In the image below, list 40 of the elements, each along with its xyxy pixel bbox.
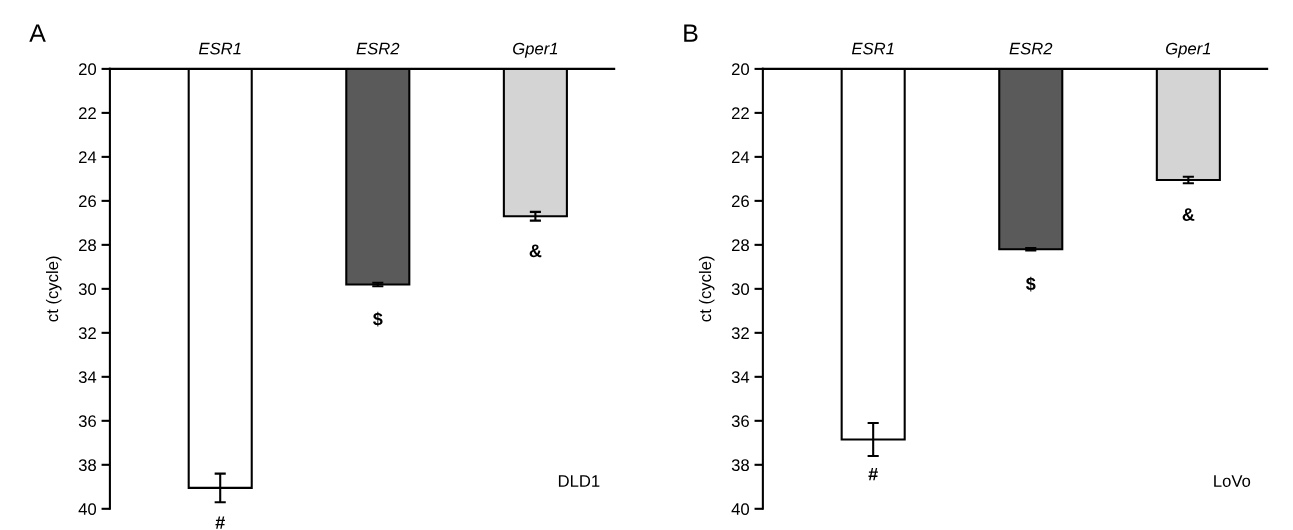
y-tick-label: 28 bbox=[731, 239, 749, 252]
annotation: # bbox=[215, 516, 225, 529]
y-tick-label: 34 bbox=[731, 371, 750, 384]
y-tick-label: 26 bbox=[79, 195, 96, 208]
y-axis-title: ct (cycle) bbox=[45, 256, 62, 322]
y-tick-label: 36 bbox=[78, 415, 96, 428]
y-tick-label: 30 bbox=[78, 283, 97, 296]
y-tick-label: 20 bbox=[731, 63, 750, 76]
y-tick-label: 40 bbox=[731, 503, 750, 515]
annotation: $ bbox=[373, 311, 383, 327]
y-tick-label: 20 bbox=[79, 63, 97, 76]
y-tick-label: 24 bbox=[79, 151, 97, 163]
y-tick-label: 36 bbox=[731, 415, 749, 428]
y-tick-label: 26 bbox=[731, 195, 749, 208]
x-tick-label: Gper1 bbox=[1166, 42, 1211, 58]
x-tick-label: ESR1 bbox=[851, 42, 894, 55]
x-tick-label: ESR2 bbox=[1009, 42, 1053, 55]
annotation: DLD1 bbox=[558, 475, 600, 487]
y-tick-label: 28 bbox=[79, 239, 96, 252]
annotation: & bbox=[1182, 208, 1195, 221]
y-axis-title: ct (cycle) bbox=[698, 256, 715, 322]
y-tick-label: 38 bbox=[78, 459, 96, 472]
y-tick-label: 32 bbox=[731, 327, 749, 340]
x-tick-label: Gper1 bbox=[513, 42, 558, 58]
y-tick-label: 34 bbox=[78, 371, 97, 384]
y-tick-label: 38 bbox=[731, 459, 749, 472]
x-tick-label: ESR2 bbox=[356, 42, 400, 55]
annotation: # bbox=[868, 468, 878, 481]
annotation: & bbox=[529, 244, 542, 258]
y-tick-label: 24 bbox=[731, 151, 750, 163]
text: A bbox=[29, 24, 46, 42]
y-tick-label: 22 bbox=[731, 107, 749, 119]
annotation: $ bbox=[1025, 276, 1036, 292]
y-tick-label: 30 bbox=[731, 283, 750, 296]
y-tick-label: 22 bbox=[79, 107, 96, 119]
y-tick-label: 32 bbox=[78, 327, 96, 340]
text: B bbox=[684, 24, 698, 42]
annotation: LoVo bbox=[1214, 475, 1251, 487]
y-tick-label: 40 bbox=[78, 503, 97, 515]
x-tick-label: ESR1 bbox=[198, 42, 241, 55]
